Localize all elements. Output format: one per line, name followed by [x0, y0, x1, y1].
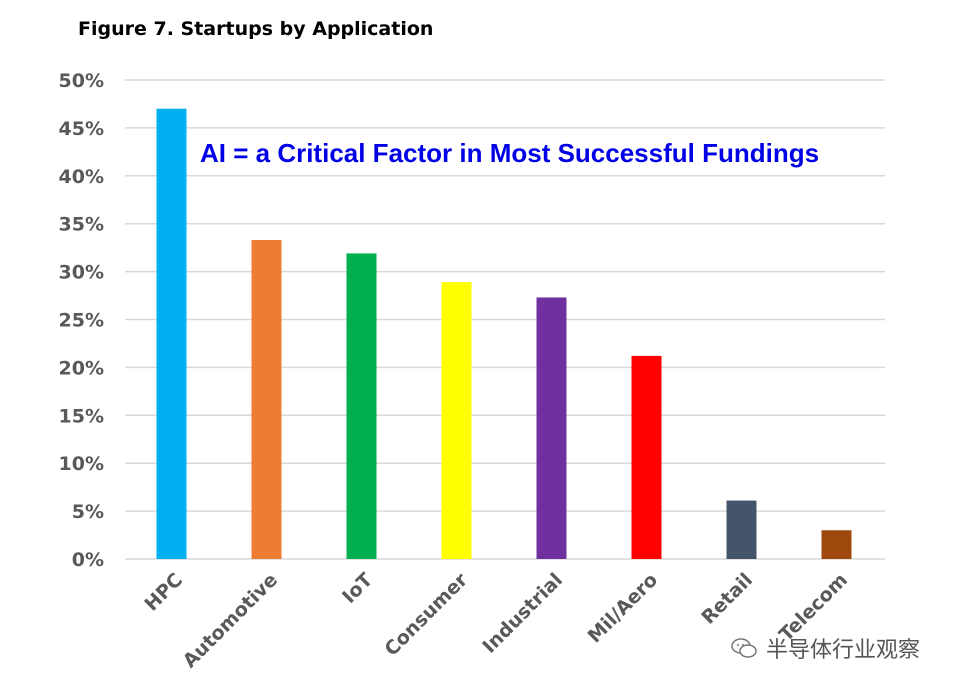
x-tick-label: Consumer [381, 569, 473, 661]
y-tick-label: 25% [59, 310, 104, 332]
bar-retail [726, 500, 757, 559]
bar-telecom [821, 530, 852, 559]
watermark: 半导体行业观察 [730, 632, 920, 664]
wechat-icon [731, 638, 757, 658]
x-tick-label: Mil/Aero [584, 569, 662, 647]
y-tick-label: 0% [72, 549, 104, 571]
bar-iot [346, 253, 377, 559]
bar-hpc [156, 108, 187, 560]
chart-annotation: AI = a Critical Factor in Most Successfu… [200, 138, 820, 168]
bar-consumer [441, 282, 472, 559]
y-tick-label: 40% [59, 166, 104, 188]
y-tick-label: 35% [59, 214, 104, 236]
bar-mil-aero [631, 355, 662, 559]
y-tick-label: 10% [59, 453, 104, 475]
y-tick-label: 20% [59, 357, 104, 379]
bar-industrial [536, 297, 567, 559]
chart-title: Figure 7. Startups by Application [78, 18, 434, 40]
y-tick-label: 30% [59, 262, 104, 284]
watermark-text: 半导体行业观察 [766, 638, 921, 663]
x-tick-label: HPC [141, 569, 188, 616]
x-tick-label: IoT [338, 569, 377, 608]
y-tick-label: 15% [59, 405, 104, 427]
y-tick-label: 45% [59, 118, 104, 140]
bar-automotive [251, 239, 282, 559]
x-tick-label: Automotive [179, 569, 282, 672]
x-tick-label: Retail [697, 569, 757, 629]
x-tick-label: Industrial [478, 569, 567, 658]
y-tick-label: 5% [72, 501, 104, 523]
y-tick-label: 50% [59, 70, 104, 92]
